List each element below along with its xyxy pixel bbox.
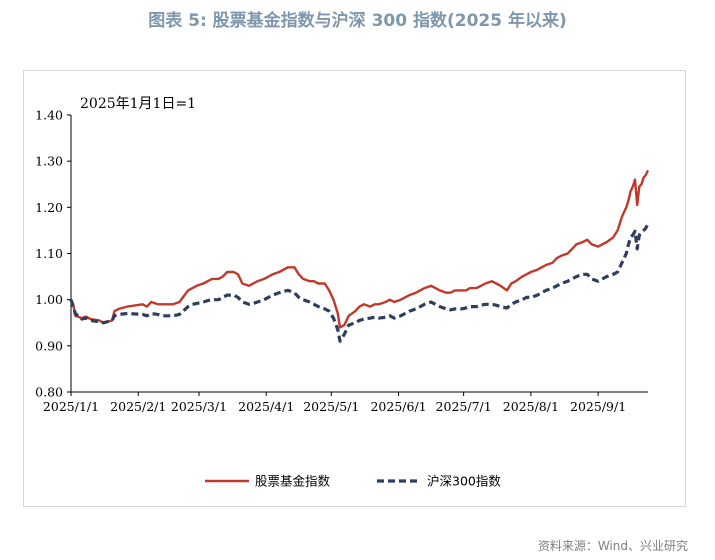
- y-tick-label: 1.40: [35, 108, 63, 123]
- legend-label: 沪深300指数: [427, 474, 501, 489]
- chart-frame: [23, 70, 686, 507]
- x-tick-label: 2025/7/1: [436, 399, 492, 414]
- x-tick-label: 2025/8/1: [503, 399, 559, 414]
- y-tick-label: 1.10: [35, 246, 63, 261]
- y-tick-label: 0.80: [35, 385, 63, 400]
- x-tick-label: 2025/3/1: [171, 399, 227, 414]
- series-lines: [69, 169, 650, 343]
- x-tick-label: 2025/2/1: [110, 399, 166, 414]
- x-tick-label: 2025/1/1: [43, 399, 99, 414]
- y-tick-label: 1.30: [35, 154, 63, 169]
- y-tick-label: 1.00: [35, 292, 63, 307]
- legend: 股票基金指数 沪深300指数: [205, 474, 501, 489]
- figure-title: 图表 5: 股票基金指数与沪深 300 指数(2025 年以来): [148, 11, 567, 31]
- x-tick-label: 2025/5/1: [303, 399, 359, 414]
- y-tick-label: 1.20: [35, 200, 63, 215]
- y-tick-label: 0.90: [35, 338, 63, 353]
- x-tick-label: 2025/9/1: [570, 399, 626, 414]
- axes: 0.80 0.90 1.00 1.10 1.20 1.30 1.40 2025/1/1 2025…: [35, 108, 648, 414]
- legend-label: 股票基金指数: [255, 474, 331, 489]
- csi300-line: [69, 222, 650, 343]
- x-tick-label: 2025/4/1: [238, 399, 294, 414]
- fund-index-line: [69, 169, 650, 329]
- source-note: 资料来源：Wind、兴业研究: [537, 539, 688, 553]
- chart-annotation: 2025年1月1日=1: [80, 96, 196, 112]
- x-tick-label: 2025/6/1: [370, 399, 426, 414]
